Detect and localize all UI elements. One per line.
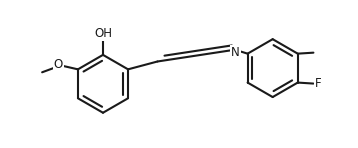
Text: OH: OH: [94, 27, 112, 40]
Text: O: O: [54, 58, 63, 71]
Text: F: F: [314, 77, 321, 90]
Text: N: N: [231, 46, 240, 59]
